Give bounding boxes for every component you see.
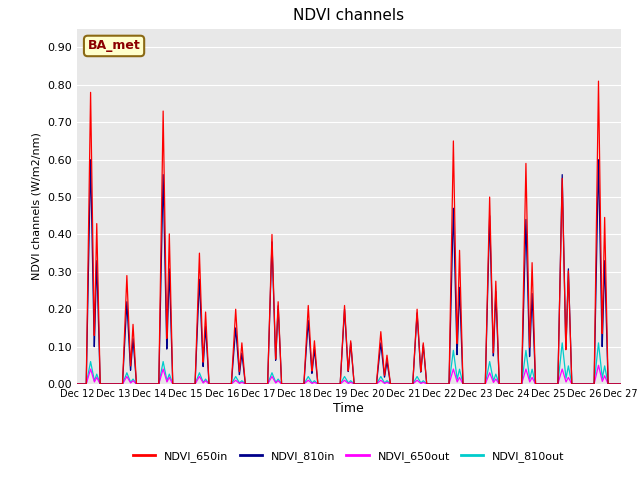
NDVI_650out <box>73 381 81 387</box>
X-axis label: Time: Time <box>333 402 364 415</box>
NDVI_650in <box>617 381 625 387</box>
NDVI_810in <box>607 381 614 387</box>
NDVI_650in <box>548 381 556 387</box>
NDVI_650in <box>73 381 81 387</box>
NDVI_650out <box>595 362 602 368</box>
NDVI_650out <box>305 378 313 384</box>
NDVI_810out <box>607 381 614 387</box>
NDVI_810out <box>305 375 313 381</box>
Y-axis label: NDVI channels (W/m2/nm): NDVI channels (W/m2/nm) <box>31 132 42 280</box>
Line: NDVI_650in: NDVI_650in <box>77 81 621 384</box>
NDVI_810in <box>548 381 556 387</box>
NDVI_650out <box>135 381 143 387</box>
Line: NDVI_810out: NDVI_810out <box>77 343 621 384</box>
Line: NDVI_810in: NDVI_810in <box>77 160 621 384</box>
NDVI_650in <box>595 78 602 84</box>
NDVI_650in <box>135 381 143 387</box>
NDVI_650out <box>282 381 289 387</box>
Title: NDVI channels: NDVI channels <box>293 9 404 24</box>
NDVI_810out <box>558 340 566 346</box>
NDVI_650in <box>167 310 175 316</box>
NDVI_810in <box>135 381 143 387</box>
NDVI_810in <box>73 381 81 387</box>
NDVI_650out <box>607 381 614 387</box>
NDVI_650out <box>167 378 175 384</box>
Legend: NDVI_650in, NDVI_810in, NDVI_650out, NDVI_810out: NDVI_650in, NDVI_810in, NDVI_650out, NDV… <box>129 446 569 466</box>
NDVI_810out <box>617 381 625 387</box>
NDVI_650in <box>282 381 289 387</box>
NDVI_810out <box>73 381 81 387</box>
NDVI_650out <box>548 381 556 387</box>
NDVI_810out <box>282 381 289 387</box>
NDVI_810in <box>282 381 289 387</box>
NDVI_810in <box>87 157 95 163</box>
Line: NDVI_650out: NDVI_650out <box>77 365 621 384</box>
NDVI_650in <box>305 316 313 322</box>
NDVI_810out <box>167 376 175 382</box>
NDVI_810in <box>305 331 313 336</box>
NDVI_810out <box>548 381 556 387</box>
Text: BA_met: BA_met <box>88 39 140 52</box>
NDVI_810out <box>135 381 143 387</box>
NDVI_810in <box>168 333 175 338</box>
NDVI_650in <box>607 381 614 387</box>
NDVI_650out <box>617 381 625 387</box>
NDVI_810in <box>617 381 625 387</box>
